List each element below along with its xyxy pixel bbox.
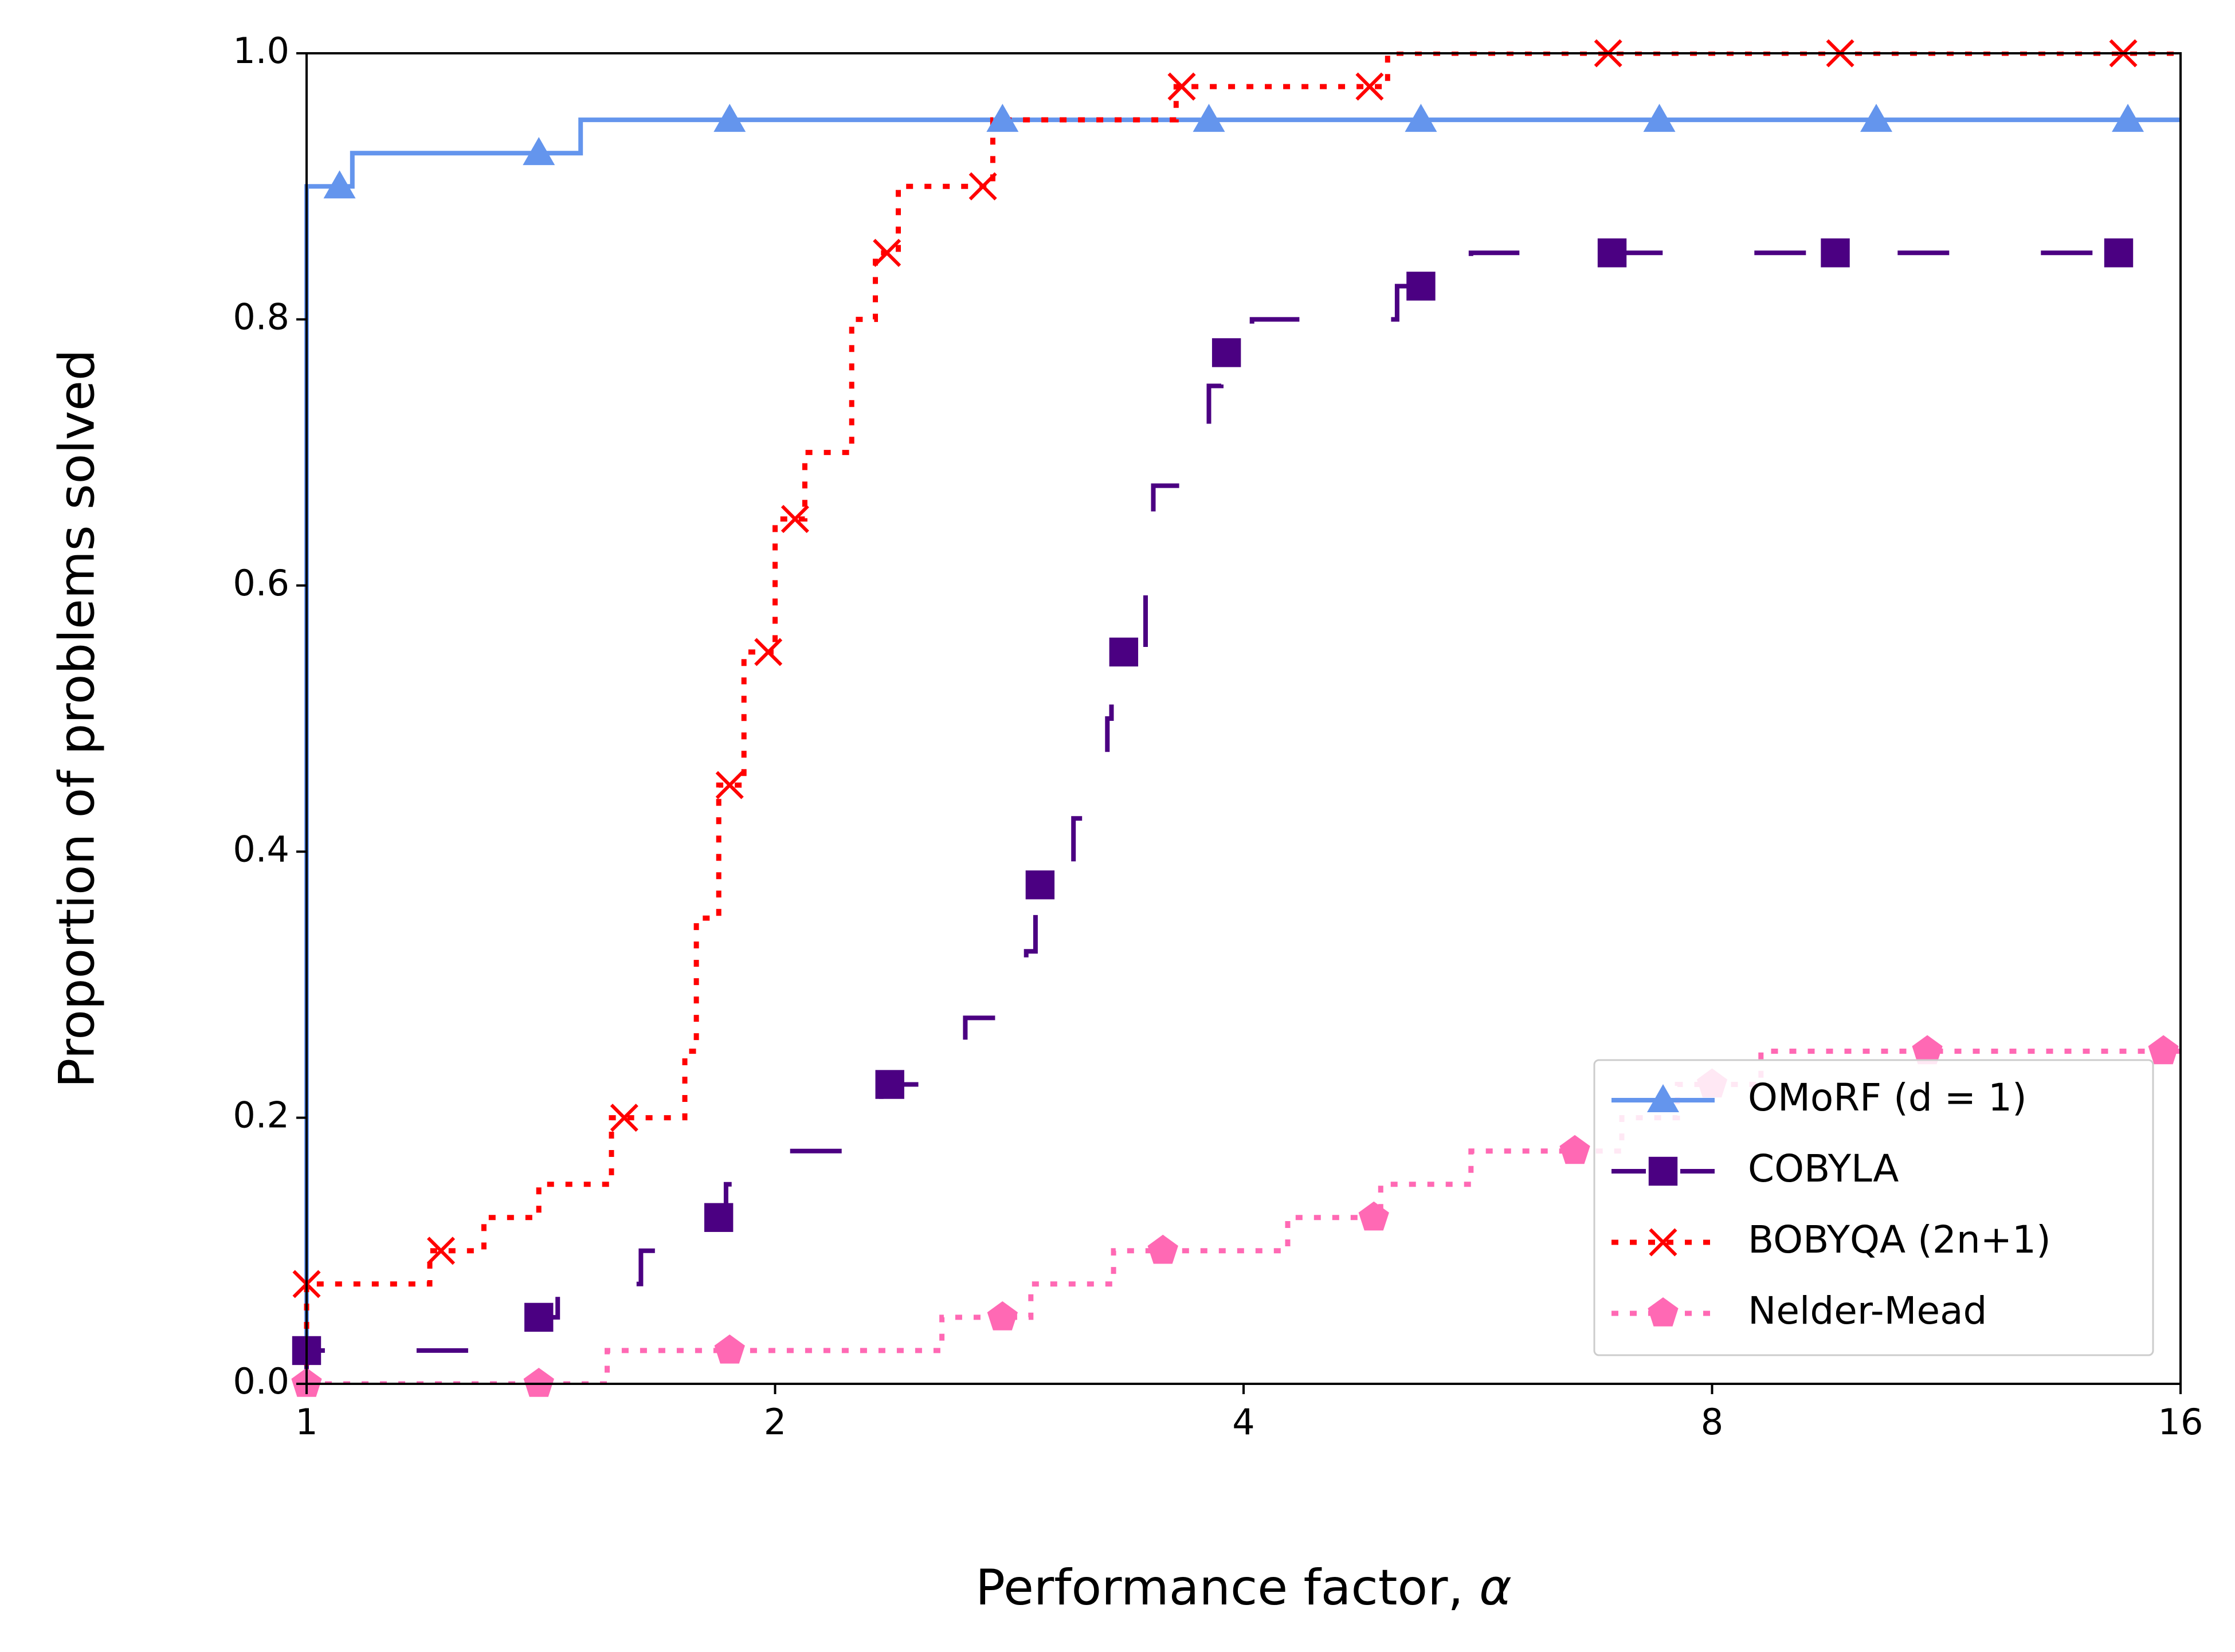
series-1-marker-3 [875,1070,904,1099]
y-tick-label-4: 0.8 [233,296,289,338]
series-2-marker-3 [715,771,744,799]
x-tick-label-3: 8 [1701,1401,1723,1443]
alpha-symbol: α [1479,1559,1512,1616]
legend-marker-2-stroke-b [1649,1228,1677,1257]
legend-marker-0 [1647,1084,1679,1112]
series-2-marker-4-stroke-b [754,638,783,666]
axis-layer: 1 2 4 8 16 0.0 0.2 0.4 0.6 0.8 1.0 [233,30,2203,1443]
series-0-marker-1 [523,137,555,166]
series-2-marker-9 [1355,72,1384,101]
series-3-marker-4 [1147,1234,1178,1264]
legend-label-3: Nelder-Mead [1748,1289,1987,1333]
series-2-marker-2 [610,1104,638,1132]
series-0-marker-5 [1405,104,1437,132]
series-2-marker-5-stroke-b [781,505,809,533]
y-tick-label-1: 0.2 [233,1094,289,1136]
legend-frame [1593,1059,2154,1356]
series-3-marker-5 [1358,1201,1389,1231]
series-3-marker-8 [1912,1035,1943,1065]
series-2-marker-4 [754,638,783,666]
series-2-marker-2-stroke-b [610,1104,638,1132]
series-3-marker-6 [1559,1135,1590,1164]
series-1-marker-6 [1211,338,1241,367]
series-1-marker-7 [1406,272,1436,301]
series-0-marker-0 [323,170,356,199]
x-tick-label-0: 1 [295,1401,317,1443]
y-tick-label-5: 1.0 [233,30,289,72]
series-1-marker-1 [524,1302,554,1332]
x-axis-label: Performance factor, α [975,1559,1512,1616]
series-0-marker-3 [986,104,1019,132]
series-1-marker-2 [704,1203,734,1232]
x-axis-label-text: Performance factor, [975,1559,1479,1616]
series-0-marker-6 [1643,104,1676,132]
series-2-marker-8 [1167,72,1196,101]
series-3-marker-9 [2148,1035,2179,1065]
y-axis-label: Proportion of problems solved [48,350,105,1088]
legend-label-0: OMoRF (d = 1) [1748,1076,2027,1120]
legend-label-2: BOBYQA (2n+1) [1748,1218,2051,1262]
series-2-marker-7 [968,172,997,201]
series-2-marker-5 [781,505,809,533]
series-0-marker-4 [1193,104,1225,132]
series-1-marker-5 [1109,637,1139,667]
legend-marker-3 [1648,1297,1679,1327]
series-1-marker-4 [1025,870,1055,900]
series-1-marker-9 [1821,238,1850,268]
series-0-marker-8 [2112,104,2144,132]
x-tick-label-2: 4 [1232,1401,1254,1443]
x-tick-label-4: 16 [2158,1401,2203,1443]
series-0-marker-2 [713,104,746,132]
series-1-marker-10 [2104,238,2134,268]
series-0-marker-7 [1860,104,1893,132]
legend-marker-2 [1649,1228,1677,1257]
series-line-1 [304,250,2181,1384]
series-2-marker-9-stroke-b [1355,72,1384,101]
series-2-marker-8-stroke-b [1167,72,1196,101]
series-3-marker-1 [523,1368,554,1397]
y-tick-label-2: 0.4 [233,828,289,870]
series-3-marker-3 [987,1301,1018,1331]
y-tick-label-0: 0.0 [233,1360,289,1402]
series-2-marker-3-stroke-b [715,771,744,799]
y-tick-label-3: 0.6 [233,562,289,604]
series-2-marker-7-stroke-b [968,172,997,201]
series-1-marker-8 [1597,238,1627,268]
series-2-marker-1-stroke-b [427,1237,456,1265]
series-2-marker-6 [873,238,901,267]
series-3-marker-2 [714,1334,745,1364]
series-2-marker-6-stroke-b [873,238,901,267]
series-2-marker-1 [427,1237,456,1265]
legend-label-1: COBYLA [1748,1147,1899,1191]
x-tick-label-1: 2 [764,1401,786,1443]
legend-marker-1 [1648,1156,1678,1186]
legend: OMoRF (d = 1) COBYLA BOBYQA (2n+1) Nelder-M… [1593,1059,2154,1356]
